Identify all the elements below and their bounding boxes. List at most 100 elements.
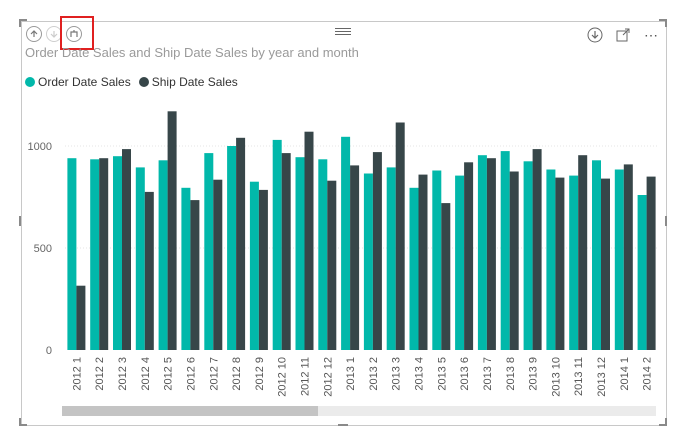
- x-tick-label: 2012 5: [163, 357, 175, 391]
- bar-ship-2013-3[interactable]: [395, 122, 405, 351]
- bar-ship-2013-4[interactable]: [418, 174, 428, 350]
- chart-legend: Order Date Sales Ship Date Sales: [25, 75, 238, 89]
- resize-handle-left[interactable]: [19, 216, 21, 226]
- bar-order-2012-8[interactable]: [227, 146, 237, 350]
- y-tick-label: 500: [34, 243, 52, 255]
- bar-ship-2012-5[interactable]: [167, 111, 177, 350]
- expand-hierarchy-icon[interactable]: [66, 26, 82, 42]
- bar-order-2013-8[interactable]: [500, 151, 510, 350]
- x-tick-label: 2012 12: [322, 357, 334, 397]
- horizontal-scrollbar-thumb[interactable]: [62, 406, 318, 416]
- bar-ship-2012-3[interactable]: [122, 149, 131, 350]
- x-tick-label: 2012 10: [277, 357, 289, 397]
- bar-order-2013-2[interactable]: [363, 173, 373, 351]
- move-grip-icon[interactable]: [335, 28, 351, 36]
- bar-ship-2013-1[interactable]: [350, 165, 360, 350]
- bar-ship-2013-7[interactable]: [486, 158, 496, 350]
- x-tick-label: 2013 10: [550, 357, 562, 397]
- x-tick-label: 2013 6: [459, 357, 471, 391]
- bar-ship-2013-2[interactable]: [372, 152, 382, 350]
- bar-order-2013-3[interactable]: [386, 167, 396, 350]
- legend-label-ship: Ship Date Sales: [151, 75, 238, 89]
- resize-handle-right[interactable]: [665, 216, 667, 226]
- bar-ship-2012-9[interactable]: [258, 189, 268, 350]
- bar-ship-2012-1[interactable]: [76, 285, 86, 350]
- bar-order-2013-11[interactable]: [569, 175, 579, 350]
- y-tick-label: 1000: [28, 141, 52, 153]
- bar-ship-2013-11[interactable]: [578, 155, 588, 350]
- bar-order-2014-1[interactable]: [614, 169, 624, 351]
- bar-order-2012-3[interactable]: [113, 156, 122, 350]
- bar-order-2014-2[interactable]: [637, 195, 647, 350]
- x-tick-label: 2014 2: [642, 357, 654, 391]
- x-tick-label: 2012 8: [231, 357, 243, 391]
- bar-order-2012-5[interactable]: [158, 160, 168, 350]
- bar-order-2012-11[interactable]: [295, 157, 305, 350]
- bar-ship-2013-6[interactable]: [464, 162, 474, 350]
- bar-order-2012-6[interactable]: [181, 187, 191, 350]
- x-tick-label: 2012 9: [254, 357, 266, 391]
- bar-order-2012-7[interactable]: [204, 153, 214, 350]
- resize-handle-top-right-v[interactable]: [665, 19, 667, 27]
- highlight-box: [60, 16, 94, 50]
- visual-options-toolbar: ⋯: [586, 26, 660, 44]
- x-tick-label: 2013 11: [573, 357, 585, 396]
- bar-order-2013-12[interactable]: [592, 160, 601, 350]
- resize-handle-bottom-right[interactable]: [659, 424, 667, 426]
- resize-handle-bottom-right-v[interactable]: [665, 418, 667, 426]
- bar-order-2013-1[interactable]: [341, 136, 351, 350]
- x-tick-label: 2012 11: [299, 357, 311, 396]
- bar-order-2012-2[interactable]: [90, 159, 100, 350]
- resize-handle-top-left[interactable]: [19, 19, 27, 21]
- x-tick-label: 2013 1: [345, 357, 357, 391]
- bar-order-2012-1[interactable]: [67, 158, 77, 350]
- bar-ship-2012-6[interactable]: [190, 200, 200, 350]
- legend-item-order[interactable]: Order Date Sales: [25, 75, 131, 89]
- resize-handle-top-right[interactable]: [659, 19, 667, 21]
- bar-ship-2013-8[interactable]: [509, 171, 519, 351]
- drill-up-icon[interactable]: [26, 26, 42, 42]
- bar-order-2012-10[interactable]: [272, 139, 282, 350]
- bar-order-2012-12[interactable]: [318, 159, 328, 350]
- bar-order-2013-5[interactable]: [432, 170, 442, 351]
- bar-order-2012-4[interactable]: [135, 167, 145, 350]
- bar-order-2013-6[interactable]: [455, 175, 465, 350]
- x-tick-label: 2013 9: [528, 357, 540, 391]
- legend-marker-ship: [138, 77, 149, 87]
- x-tick-label: 2013 8: [505, 357, 517, 391]
- bar-ship-2012-12[interactable]: [327, 180, 337, 350]
- bar-ship-2012-8[interactable]: [236, 137, 246, 350]
- more-options-icon[interactable]: ⋯: [644, 26, 658, 43]
- bar-ship-2012-11[interactable]: [304, 131, 314, 350]
- x-tick-label: 2013 12: [596, 357, 608, 397]
- bar-order-2013-4[interactable]: [409, 187, 419, 350]
- bar-order-2013-9[interactable]: [523, 161, 533, 350]
- legend-item-ship[interactable]: Ship Date Sales: [138, 75, 238, 89]
- resize-handle-bottom-left-v[interactable]: [19, 418, 21, 426]
- resize-handle-bottom[interactable]: [338, 424, 348, 426]
- x-tick-label: 2013 3: [391, 357, 403, 391]
- bar-ship-2012-4[interactable]: [144, 191, 154, 350]
- x-tick-label: 2012 6: [185, 357, 197, 391]
- drill-mode-icon[interactable]: [586, 26, 604, 44]
- resize-handle-top-left-v[interactable]: [19, 19, 21, 27]
- x-tick-label: 2012 4: [140, 357, 152, 391]
- bar-ship-2012-2[interactable]: [99, 158, 109, 350]
- resize-handle-bottom-left[interactable]: [19, 424, 27, 426]
- bar-ship-2014-1[interactable]: [623, 164, 633, 350]
- bar-ship-2012-7[interactable]: [213, 179, 223, 350]
- bar-ship-2013-5[interactable]: [441, 203, 451, 350]
- focus-mode-icon[interactable]: [614, 26, 632, 44]
- y-tick-label: 0: [46, 345, 52, 357]
- bar-ship-2012-10[interactable]: [281, 153, 291, 350]
- bar-ship-2014-2[interactable]: [646, 176, 656, 350]
- bar-order-2013-10[interactable]: [546, 169, 556, 351]
- bar-ship-2013-12[interactable]: [601, 178, 610, 350]
- bar-order-2012-9[interactable]: [249, 181, 259, 350]
- horizontal-scrollbar-track[interactable]: [62, 406, 656, 416]
- bar-ship-2013-10[interactable]: [555, 177, 565, 350]
- bar-order-2013-7[interactable]: [477, 155, 487, 350]
- x-tick-label: 2014 1: [619, 357, 631, 391]
- bar-ship-2013-9[interactable]: [532, 149, 542, 350]
